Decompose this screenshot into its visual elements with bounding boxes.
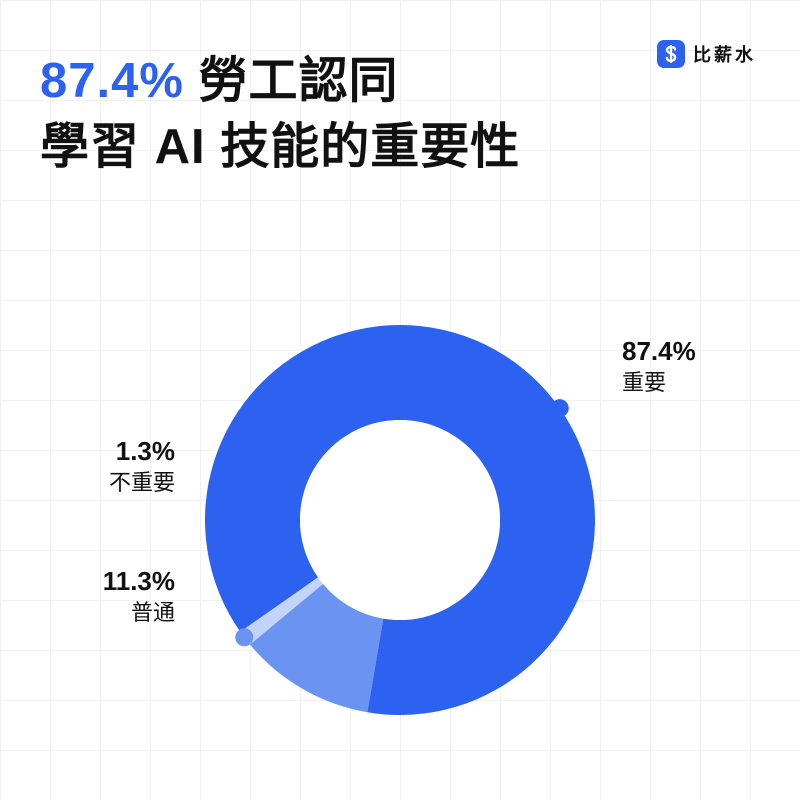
headline-line1-rest: 勞工認同: [184, 54, 399, 108]
slice-end-dot: [551, 399, 569, 417]
donut-svg: [180, 300, 620, 740]
label-not-important-pct: 1.3%: [109, 435, 175, 469]
brand-dollar-icon: [657, 40, 685, 68]
donut-chart: 87.4% 重要 11.3% 普通 1.3% 不重要: [0, 260, 800, 780]
label-important-text: 重要: [622, 369, 696, 398]
headline-line2: 學習 AI 技能的重要性: [40, 120, 520, 174]
slice-end-dot: [235, 628, 253, 646]
brand: 比薪水: [657, 40, 756, 68]
label-important-pct: 87.4%: [622, 335, 696, 369]
label-neutral-pct: 11.3%: [103, 565, 175, 599]
label-not-important-text: 不重要: [109, 469, 175, 498]
donut-hole: [300, 420, 500, 620]
label-neutral-text: 普通: [103, 599, 175, 628]
label-not-important: 1.3% 不重要: [109, 435, 175, 497]
label-neutral: 11.3% 普通: [103, 565, 175, 627]
headline-accent: 87.4%: [40, 54, 184, 108]
label-important: 87.4% 重要: [622, 335, 696, 397]
brand-name: 比薪水: [693, 41, 756, 67]
content: 87.4% 勞工認同 學習 AI 技能的重要性: [0, 0, 800, 228]
headline: 87.4% 勞工認同 學習 AI 技能的重要性: [40, 48, 760, 180]
